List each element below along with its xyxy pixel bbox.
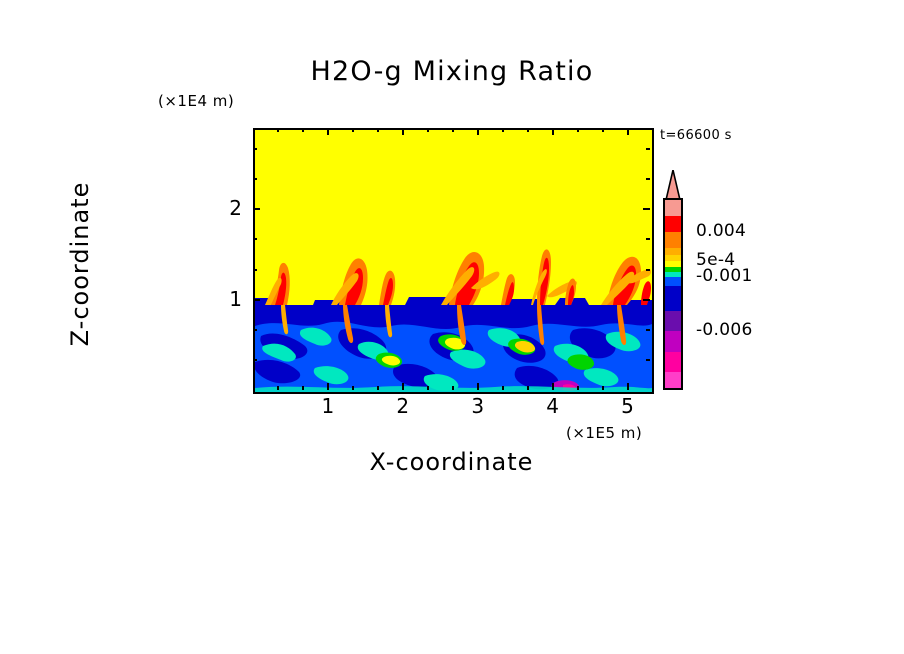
y-tick-minor-right <box>646 178 650 181</box>
y-tick-major <box>253 298 260 301</box>
y-tick-minor-right <box>646 268 650 271</box>
colorbar-band <box>665 254 681 262</box>
y-tick-label: 1 <box>229 286 242 311</box>
colorbar-band <box>665 267 681 272</box>
colorbar-band <box>665 200 681 216</box>
x-tick-major <box>401 383 404 390</box>
colorbar-tick-label: 5e-4 <box>696 250 736 271</box>
x-tick-minor <box>451 386 454 390</box>
x-tick-label: 5 <box>621 394 634 418</box>
colorbar-band <box>665 286 681 311</box>
y-tick-minor <box>253 328 257 331</box>
y-tick-major-right <box>643 208 650 211</box>
y-tick-minor <box>253 358 257 361</box>
x-tick-minor-top <box>526 128 529 132</box>
y-tick-minor-right <box>646 148 650 151</box>
x-tick-minor <box>301 386 304 390</box>
x-tick-minor-top <box>576 128 579 132</box>
x-tick-label: 4 <box>546 394 559 418</box>
x-tick-minor <box>276 386 279 390</box>
x-tick-label: 3 <box>471 394 485 418</box>
y-axis-unit-label: (×1E4 m) <box>158 92 235 110</box>
colorbar-band <box>665 310 681 332</box>
x-axis-unit-label: (×1E5 m) <box>566 424 643 442</box>
colorbar-tick-label: -0.006 <box>696 320 753 341</box>
colorbar-bands <box>663 198 683 390</box>
x-tick-minor-top <box>376 128 379 132</box>
colorbar-band <box>665 215 681 232</box>
y-tick-minor-right <box>646 358 650 361</box>
colorbar-arrow-icon <box>665 170 681 200</box>
x-tick-major <box>476 383 479 390</box>
colorbar-band <box>665 351 681 372</box>
timestamp-annotation: t=66600 s <box>660 128 732 143</box>
x-tick-minor-top <box>601 128 604 132</box>
x-tick-minor <box>351 386 354 390</box>
x-tick-minor <box>526 386 529 390</box>
y-tick-minor <box>253 148 257 151</box>
x-tick-minor <box>426 386 429 390</box>
colorbar-tick-label: 0.004 <box>696 220 747 241</box>
x-tick-minor-top <box>351 128 354 132</box>
x-tick-minor-top <box>451 128 454 132</box>
x-tick-minor <box>501 386 504 390</box>
colorbar <box>661 170 685 390</box>
plot-area <box>253 128 654 394</box>
x-tick-major-top <box>476 128 479 135</box>
y-tick-label: 2 <box>229 196 242 221</box>
colorbar-band <box>665 261 681 268</box>
colorbar-band <box>665 331 681 352</box>
contour-field <box>255 130 652 392</box>
x-tick-major <box>551 383 554 390</box>
colorbar-band <box>665 271 681 277</box>
y-axis-title: Z-coordinate <box>66 181 94 347</box>
x-tick-minor-top <box>276 128 279 132</box>
y-tick-minor <box>253 268 257 271</box>
x-tick-minor <box>601 386 604 390</box>
y-tick-minor-right <box>646 238 650 241</box>
colorbar-band <box>665 247 681 255</box>
y-tick-major-right <box>643 298 650 301</box>
x-tick-major-top <box>326 128 329 135</box>
x-tick-minor-top <box>501 128 504 132</box>
y-tick-minor <box>253 178 257 181</box>
x-tick-minor-top <box>301 128 304 132</box>
page-title: H2O-g Mixing Ratio <box>310 56 594 87</box>
x-tick-label: 2 <box>396 394 410 418</box>
x-tick-label: 1 <box>321 394 335 418</box>
colorbar-band <box>665 371 681 388</box>
x-axis-title: X-coordinate <box>369 448 534 476</box>
x-tick-major-top <box>401 128 404 135</box>
y-tick-minor <box>253 238 257 241</box>
x-tick-minor <box>576 386 579 390</box>
x-tick-minor-top <box>426 128 429 132</box>
x-tick-major <box>626 383 629 390</box>
x-tick-major-top <box>626 128 629 135</box>
colorbar-band <box>665 276 681 287</box>
y-tick-major <box>253 208 260 211</box>
x-tick-minor <box>376 386 379 390</box>
x-tick-major <box>326 383 329 390</box>
y-tick-minor-right <box>646 328 650 331</box>
colorbar-tick-label: -0.001 <box>696 265 753 286</box>
colorbar-band <box>665 231 681 248</box>
contour-field-clip <box>255 130 652 392</box>
x-tick-major-top <box>551 128 554 135</box>
